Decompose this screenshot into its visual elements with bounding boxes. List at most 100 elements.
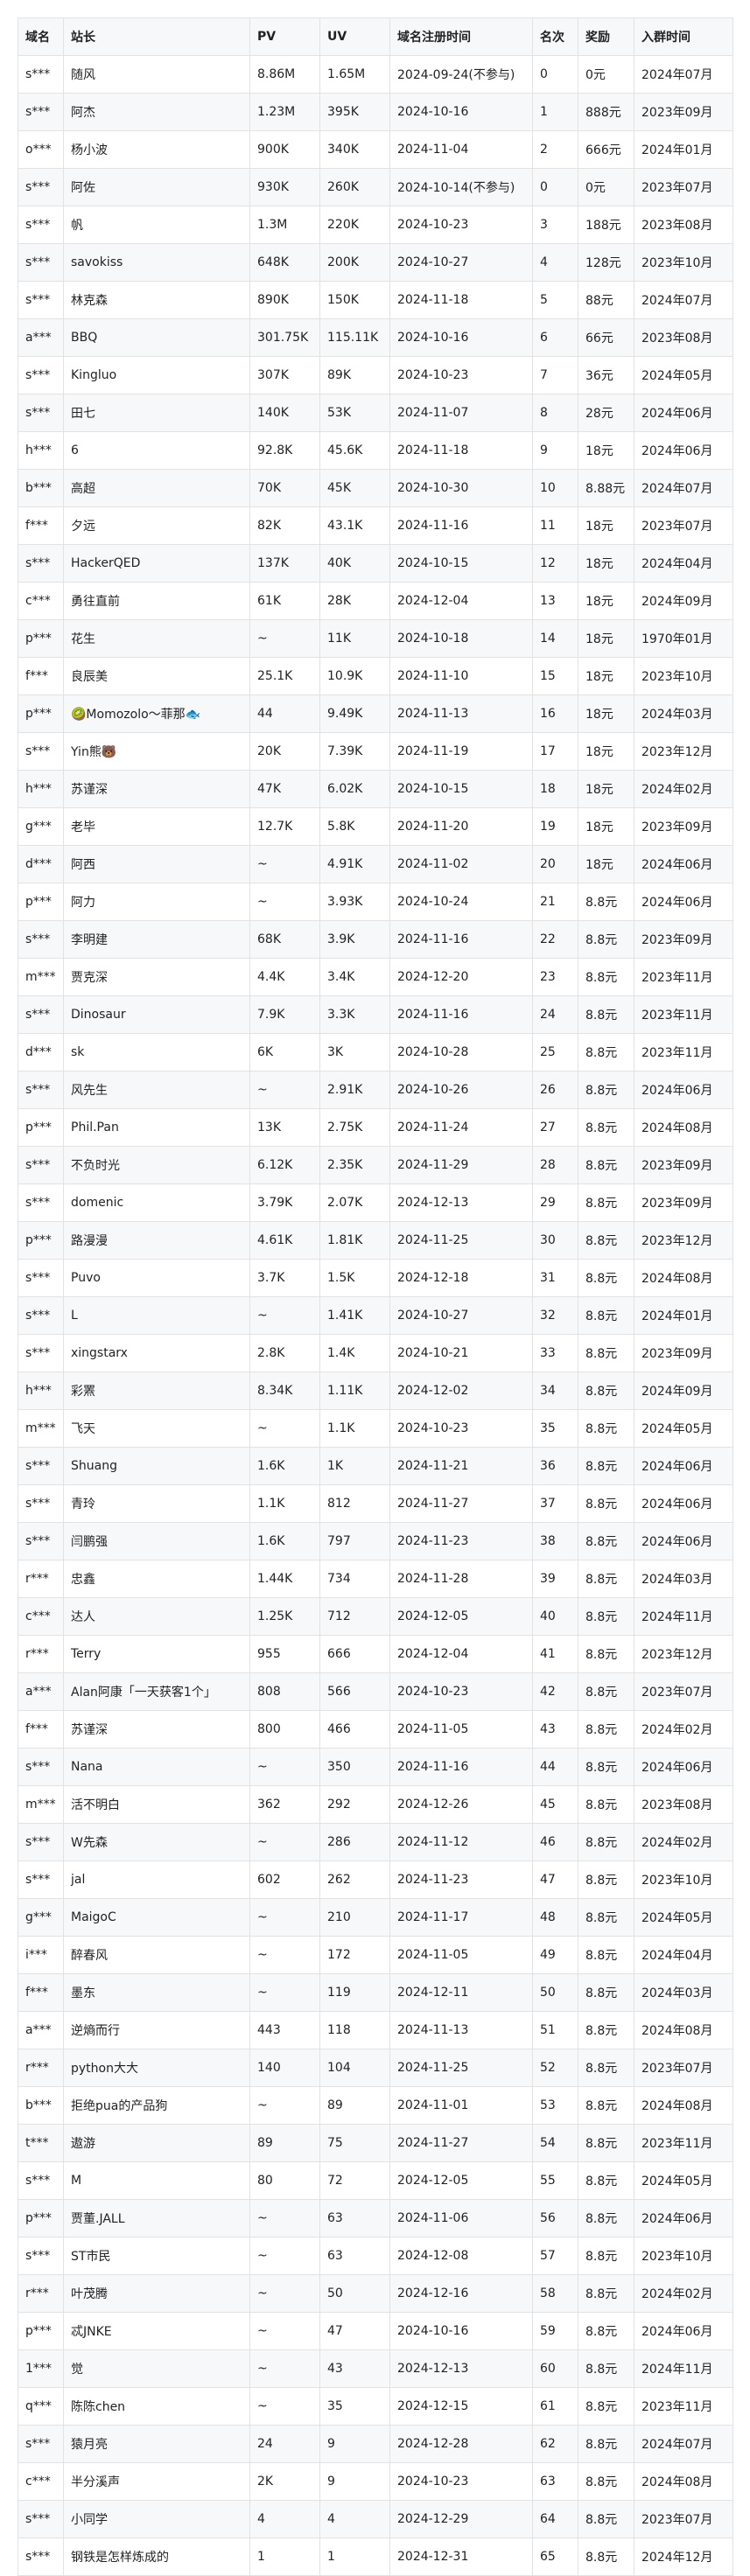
rank-cell: 2 xyxy=(532,130,578,169)
register-date-cell: 2024-10-21 xyxy=(389,1334,533,1372)
join-date-cell: 2024年08月 xyxy=(634,1108,733,1147)
reward-cell: 36元 xyxy=(578,356,634,394)
rank-cell: 52 xyxy=(532,2049,578,2087)
owner-cell: ST市民 xyxy=(63,2237,250,2275)
owner-cell: 苏谨深 xyxy=(63,1710,250,1749)
reward-cell: 18元 xyxy=(578,770,634,808)
uv-cell: 260K xyxy=(319,168,390,206)
domain-cell: s*** xyxy=(18,1484,64,1523)
owner-cell: 李明建 xyxy=(63,920,250,959)
pv-cell: 70K xyxy=(249,469,320,507)
reward-cell: 888元 xyxy=(578,93,634,131)
uv-cell: 40K xyxy=(319,544,390,583)
uv-cell: 118 xyxy=(319,2011,390,2049)
pv-cell: 89 xyxy=(249,2124,320,2162)
table-row: r*** 叶茂腾 ~50 2024-12-16 58 8.8元 2024年02月 xyxy=(18,2274,733,2313)
pv-cell: 443 xyxy=(249,2011,320,2049)
pv-cell: 307K xyxy=(249,356,320,394)
rank-cell: 19 xyxy=(532,807,578,846)
uv-cell: 2.75K xyxy=(319,1108,390,1147)
table-row: r*** 忠鑫 1.44K 734 2024-11-28 39 8.8元 2024年03月 xyxy=(18,1560,733,1598)
uv-cell: 286 xyxy=(319,1823,390,1861)
domain-cell: a*** xyxy=(18,1672,64,1711)
owner-cell: MaigoC xyxy=(63,1898,250,1937)
pv-cell: ~ xyxy=(249,1296,320,1335)
owner-cell: 遨游 xyxy=(63,2124,250,2162)
reward-cell: 8.8元 xyxy=(578,1259,634,1297)
reward-cell: 8.8元 xyxy=(578,1033,634,1072)
join-date-cell: 2023年07月 xyxy=(634,1672,733,1711)
owner-cell: 花生 xyxy=(63,619,250,658)
table-row: s*** 闫鹏强 1.6K 797 2024-11-23 38 8.8元 2024年06月 xyxy=(18,1522,733,1560)
register-date-cell: 2024-11-27 xyxy=(389,2124,533,2162)
join-date-cell: 2024年11月 xyxy=(634,2349,733,2388)
uv-cell: 1.41K xyxy=(319,1296,390,1335)
uv-cell: 9 xyxy=(319,2462,390,2501)
table-row: b*** 拒绝pua的产品狗 ~89 2024-11-01 53 8.8元 2024年08月 xyxy=(18,2086,733,2125)
reward-cell: 8.8元 xyxy=(578,2124,634,2162)
table-row: m*** 贾克深 4.4K 3.4K 2024-12-20 23 8.8元 2023年11月 xyxy=(18,958,733,996)
owner-cell: HackerQED xyxy=(63,544,250,583)
table-row: s*** 阿杰 1.23M 395K 2024-10-16 1 888元 2023年09月 xyxy=(18,93,733,131)
domain-cell: h*** xyxy=(18,770,64,808)
join-date-cell: 2024年05月 xyxy=(634,1409,733,1448)
pv-cell: 3.7K xyxy=(249,1259,320,1297)
domain-cell: s*** xyxy=(18,1183,64,1222)
reward-cell: 8.8元 xyxy=(578,2237,634,2275)
join-date-cell: 2023年07月 xyxy=(634,506,733,545)
owner-cell: Dinosaur xyxy=(63,995,250,1034)
owner-cell: 田七 xyxy=(63,394,250,432)
join-date-cell: 1970年01月 xyxy=(634,619,733,658)
rank-cell: 16 xyxy=(532,695,578,733)
owner-cell: xingstarx xyxy=(63,1334,250,1372)
uv-cell: 4 xyxy=(319,2500,390,2538)
reward-cell: 18元 xyxy=(578,582,634,620)
register-date-cell: 2024-12-04 xyxy=(389,582,533,620)
reward-header: 奖励 xyxy=(578,17,634,56)
table-row: m*** 飞天 ~1.1K 2024-10-23 35 8.8元 2024年05月 xyxy=(18,1409,733,1448)
table-row: p*** Phil.Pan 13K 2.75K 2024-11-24 27 8.8元 2024… xyxy=(18,1108,733,1147)
domain-cell: h*** xyxy=(18,431,64,470)
rank-cell: 9 xyxy=(532,431,578,470)
domain-cell: t*** xyxy=(18,2124,64,2162)
uv-cell: 1.81K xyxy=(319,1221,390,1260)
owner-cell: 帆 xyxy=(63,206,250,244)
reward-cell: 8.8元 xyxy=(578,1183,634,1222)
uv-cell: 1.4K xyxy=(319,1334,390,1372)
pv-cell: 1.44K xyxy=(249,1560,320,1598)
pv-cell: 8.34K xyxy=(249,1372,320,1410)
register-date-cell: 2024-12-29 xyxy=(389,2500,533,2538)
owner-cell: 阿力 xyxy=(63,883,250,921)
pv-cell: ~ xyxy=(249,1898,320,1937)
uv-cell: 220K xyxy=(319,206,390,244)
join-date-cell: 2023年11月 xyxy=(634,2124,733,2162)
pv-header: PV xyxy=(249,17,320,56)
uv-cell: 2.07K xyxy=(319,1183,390,1222)
reward-cell: 8.8元 xyxy=(578,1447,634,1485)
domain-cell: s*** xyxy=(18,1259,64,1297)
table-row: s*** Yin熊🐻 20K 7.39K 2024-11-19 17 18元 2023年12月 xyxy=(18,732,733,771)
pv-cell: 4 xyxy=(249,2500,320,2538)
rank-cell: 63 xyxy=(532,2462,578,2501)
rank-cell: 50 xyxy=(532,1973,578,2012)
pv-cell: ~ xyxy=(249,2312,320,2350)
rank-cell: 47 xyxy=(532,1860,578,1899)
rank-cell: 61 xyxy=(532,2387,578,2426)
table-row: i*** 醉春风 ~172 2024-11-05 49 8.8元 2024年04月 xyxy=(18,1936,733,1974)
uv-cell: 262 xyxy=(319,1860,390,1899)
join-date-header: 入群时间 xyxy=(634,17,733,56)
uv-cell: 666 xyxy=(319,1635,390,1673)
domain-cell: o*** xyxy=(18,130,64,169)
register-date-cell: 2024-10-23 xyxy=(389,356,533,394)
ranking-table: 域名 站长 PV UV 域名注册时间 名次 奖励 入群时间 s*** 随风 8.86M 1.65M 2… xyxy=(18,17,733,2576)
rank-cell: 51 xyxy=(532,2011,578,2049)
table-row: p*** 路漫漫 4.61K 1.81K 2024-11-25 30 8.8元 2023年12… xyxy=(18,1221,733,1260)
uv-cell: 292 xyxy=(319,1785,390,1824)
register-date-cell: 2024-12-20 xyxy=(389,958,533,996)
pv-cell: 92.8K xyxy=(249,431,320,470)
register-date-cell: 2024-11-07 xyxy=(389,394,533,432)
table-row: q*** 陈陈chen ~35 2024-12-15 61 8.8元 2023年11月 xyxy=(18,2387,733,2426)
pv-cell: 4.61K xyxy=(249,1221,320,1260)
table-row: s*** L ~1.41K 2024-10-27 32 8.8元 2024年01月 xyxy=(18,1296,733,1335)
domain-cell: p*** xyxy=(18,619,64,658)
